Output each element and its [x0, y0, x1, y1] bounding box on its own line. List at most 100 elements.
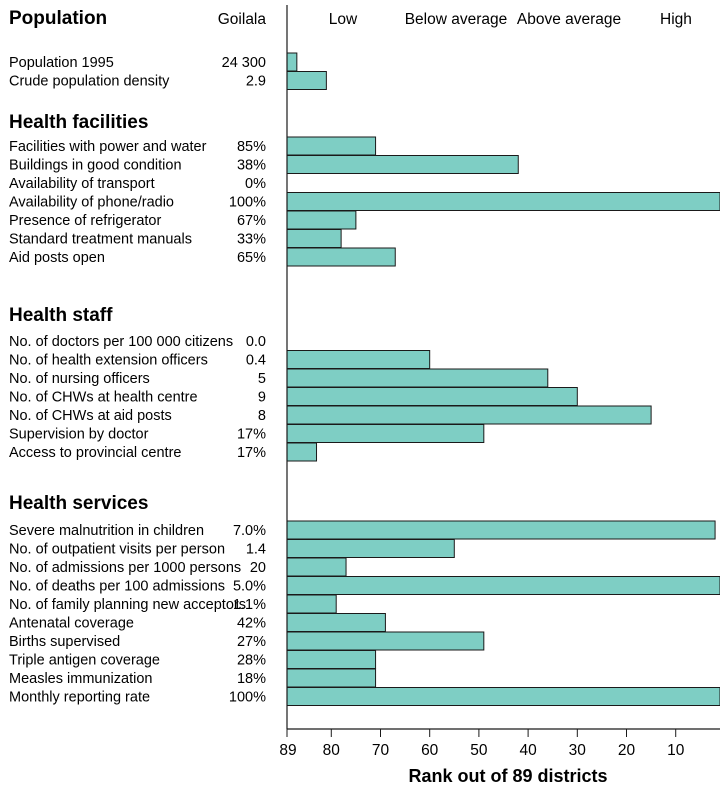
row-value: 7.0%	[233, 523, 266, 539]
bar	[286, 350, 431, 369]
x-tick-label: 70	[372, 742, 390, 759]
row-value: 27%	[237, 634, 266, 650]
bar	[286, 368, 549, 388]
bar	[286, 136, 377, 156]
row-value: 0.0	[246, 334, 266, 350]
row-label: No. of admissions per 1000 persons	[9, 560, 241, 576]
row-value: 8	[258, 408, 266, 424]
column-headers: Goilala Low Below average Above average High	[218, 11, 692, 28]
row-value: 1.1%	[233, 597, 266, 613]
row-labels: Population 1995 Crude population density F…	[9, 55, 246, 706]
row-label: Availability of phone/radio	[9, 195, 174, 211]
bar	[286, 210, 357, 230]
row-label: No. of outpatient visits per person	[9, 542, 225, 558]
row-label: Births supervised	[9, 634, 120, 650]
column-header-4: High	[660, 11, 692, 28]
row-value: 9	[258, 390, 266, 406]
row-value: 67%	[237, 213, 266, 229]
row-label: Population 1995	[9, 55, 114, 71]
row-label: Aid posts open	[9, 250, 105, 266]
section-titles: Population Health facilities Health staff H…	[9, 8, 148, 514]
row-label: Severe malnutrition in children	[9, 523, 204, 539]
section-title: Health services	[9, 493, 148, 514]
section-title: Population	[9, 8, 107, 29]
row-values: 24 300 2.9 85% 38% 0% 100% 67% 33% 65% 0.0 0.4 5 9 8 1…	[222, 55, 266, 706]
row-label: No. of deaths per 100 admissions	[9, 579, 225, 595]
row-value: 28%	[237, 653, 266, 669]
x-tick-label: 20	[618, 742, 636, 759]
x-tick-label: 89	[279, 742, 296, 759]
bar	[286, 424, 485, 443]
row-value: 17%	[237, 445, 266, 461]
row-value: 17%	[237, 427, 266, 443]
x-tick-label: 50	[470, 742, 488, 759]
row-value: 2.9	[246, 74, 266, 90]
x-tick-label: 80	[323, 742, 341, 759]
bar	[286, 631, 485, 651]
row-label: Monthly reporting rate	[9, 690, 150, 706]
x-tick-label: 60	[421, 742, 439, 759]
row-label: Facilities with power and water	[9, 139, 207, 155]
bar	[286, 442, 318, 462]
row-value: 38%	[237, 158, 266, 174]
bars	[286, 52, 720, 706]
row-label: Supervision by doctor	[9, 427, 149, 443]
bar	[286, 687, 720, 706]
bar	[286, 650, 377, 669]
bar	[286, 539, 455, 558]
x-axis-title: Rank out of 89 districts	[408, 766, 607, 786]
column-header-1: Low	[329, 11, 358, 28]
row-value: 0.4	[246, 353, 266, 369]
bar	[286, 405, 652, 425]
bar	[286, 387, 578, 406]
x-axis: 89 80 70 60 50 40 30 20 10 Rank out of 89 distric…	[279, 5, 720, 786]
row-value: 33%	[237, 232, 266, 248]
row-value: 65%	[237, 250, 266, 266]
row-value: 5	[258, 371, 266, 387]
row-label: No. of family planning new acceptors	[9, 597, 246, 613]
bar	[286, 52, 298, 72]
row-value: 24 300	[222, 55, 266, 71]
bar	[286, 594, 337, 614]
row-label: Access to provincial centre	[9, 445, 181, 461]
column-header-2: Below average	[405, 11, 508, 28]
row-value: 5.0%	[233, 579, 266, 595]
row-label: Availability of transport	[9, 176, 155, 192]
row-value: 100%	[229, 690, 266, 706]
bar	[286, 576, 720, 595]
row-label: Measles immunization	[9, 671, 152, 687]
row-label: Buildings in good condition	[9, 158, 182, 174]
bar	[286, 613, 386, 632]
row-value: 85%	[237, 139, 266, 155]
section-title: Health facilities	[9, 112, 148, 133]
bar	[286, 247, 396, 267]
bar	[286, 668, 377, 688]
row-label: Triple antigen coverage	[9, 653, 160, 669]
x-tick-label: 30	[569, 742, 587, 759]
column-header-3: Above average	[517, 11, 621, 28]
row-label: Presence of refrigerator	[9, 213, 161, 229]
row-value: 20	[250, 560, 266, 576]
row-label: Standard treatment manuals	[9, 232, 192, 248]
bar	[286, 229, 342, 248]
row-label: Antenatal coverage	[9, 616, 134, 632]
bar	[286, 557, 347, 577]
row-value: 42%	[237, 616, 266, 632]
bar	[286, 192, 720, 211]
bar	[286, 71, 327, 90]
bar	[286, 155, 519, 174]
row-value: 1.4	[246, 542, 266, 558]
row-value: 0%	[245, 176, 266, 192]
row-label: No. of health extension officers	[9, 353, 208, 369]
row-value: 100%	[229, 195, 266, 211]
row-label: No. of CHWs at health centre	[9, 390, 198, 406]
row-label: No. of CHWs at aid posts	[9, 408, 172, 424]
bar	[286, 520, 716, 540]
district-name: Goilala	[218, 11, 267, 28]
row-value: 18%	[237, 671, 266, 687]
row-label: No. of nursing officers	[9, 371, 150, 387]
x-tick-label: 10	[667, 742, 685, 759]
row-label: No. of doctors per 100 000 citizens	[9, 334, 233, 350]
